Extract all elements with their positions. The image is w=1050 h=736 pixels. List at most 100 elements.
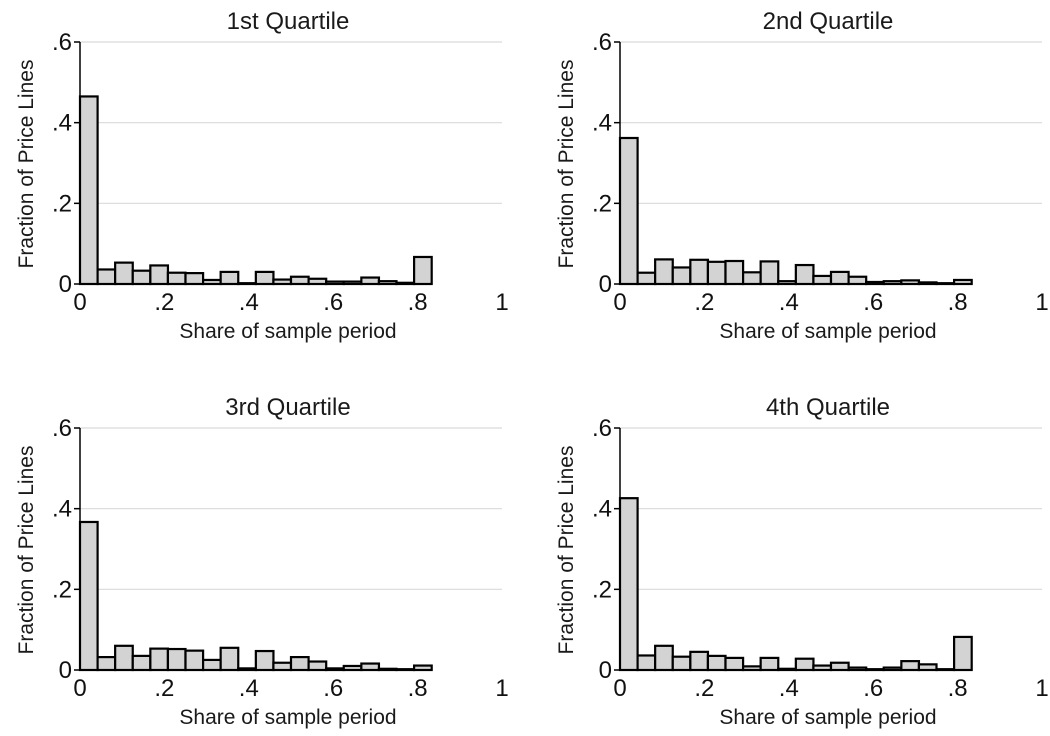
x-axis-label: Share of sample period [719,320,936,343]
histogram-bar [794,657,815,672]
y-tick-label: .2 [592,576,612,603]
x-tick-label: .8 [408,289,428,316]
histogram-bar [829,270,850,286]
x-tick-label: .2 [154,675,174,702]
histogram-bar [166,271,187,286]
histogram-bar [724,656,745,672]
histogram-bar [952,278,973,286]
x-tick-label: .2 [694,675,714,702]
y-tick-label: .2 [52,576,72,603]
y-tick-label: .6 [52,415,72,442]
x-axis-label: Share of sample period [719,706,936,729]
histogram-bar [219,646,240,672]
histogram-bar [237,282,257,286]
histogram-bar [618,497,639,672]
histogram-bar [759,260,780,286]
x-axis-label: Share of sample period [179,706,396,729]
x-tick-label: 1 [495,675,508,702]
y-tick-label: 0 [599,271,612,298]
y-tick-label: 0 [59,271,72,298]
histogram-bar [377,280,398,286]
histogram-bar [201,278,222,286]
histogram-bar [706,654,727,672]
histogram-bar [377,667,398,672]
y-tick-label: 0 [59,657,72,684]
histogram-bar [935,668,956,672]
histogram-bar [254,649,275,672]
x-tick-label: .4 [239,289,259,316]
y-tick-label: .6 [592,29,612,56]
histogram-bar [149,264,170,286]
y-tick-label: 0 [599,657,612,684]
bar-series: 0 .2 .4 .6 0 .2 .4 .6 .8 1 [52,415,509,702]
chart-title: 1st Quartile [227,8,350,35]
x-tick-label: .6 [863,675,883,702]
x-tick-label: 1 [495,289,508,316]
histogram-bar [847,666,868,672]
histogram-bar [201,658,222,672]
histogram-bar [741,271,762,286]
histogram-bar [272,278,293,286]
y-tick-label: .6 [592,415,612,442]
histogram-bar [935,282,956,286]
histogram-bar [917,281,938,286]
histogram-bar [636,654,657,672]
histogram-bar [812,664,833,672]
histogram-bar [671,655,692,672]
histogram-bar [360,662,381,672]
chart-title: 2nd Quartile [763,8,894,35]
chart-title: 4th Quartile [766,394,890,421]
histogram-bar [724,259,745,286]
panel-2nd-quartile: 2nd Quartile Fraction of Price Lines Sha… [555,8,1049,343]
histogram-bar [289,655,310,672]
histogram-bar [865,668,885,672]
y-axis-label: Fraction of Price Lines [15,60,38,269]
histogram-bar [777,667,797,672]
histogram-bar [166,647,187,672]
histogram-bar [618,136,639,286]
histogram-bar [812,274,833,286]
x-tick-label: 0 [613,289,626,316]
bar-series: 0 .2 .4 .6 0 .2 .4 .6 .8 1 [592,415,1049,702]
x-tick-label: .2 [694,289,714,316]
x-tick-label: 1 [1035,289,1048,316]
histogram-bar [289,275,310,286]
histogram-bar [395,281,416,286]
histogram-bar [689,650,710,672]
x-tick-label: .6 [323,675,343,702]
histogram-bar [149,647,170,672]
x-tick-label: .4 [239,675,259,702]
x-tick-label: .4 [779,675,799,702]
histogram-bar [689,258,710,286]
histogram-bar [131,269,152,286]
histogram-bar [254,270,275,286]
histogram-bar [360,276,381,286]
histogram-bar [777,280,797,286]
x-tick-label: 0 [613,675,626,702]
bar-series: 0 .2 .4 .6 0 .2 .4 .6 .8 1 [592,29,1049,316]
histogram-bar [184,649,205,672]
histogram-bar [131,654,152,672]
histogram-bar [395,668,416,672]
histogram-bar [114,261,134,286]
panel-3rd-quartile: 3rd Quartile Fraction of Price Lines Sha… [15,394,509,729]
histogram-bar [184,272,205,286]
histogram-bar [237,667,257,672]
panel-4th-quartile: 4th Quartile Fraction of Price Lines Sha… [555,394,1049,729]
histogram-bar [412,255,433,286]
bar-series: 0 .2 .4 .6 0 .2 .4 .6 .8 1 [52,29,509,316]
histogram-bar [78,520,99,672]
y-tick-label: .6 [52,29,72,56]
histogram-bar [917,663,938,672]
x-tick-label: 1 [1035,675,1048,702]
histogram-bar [325,667,345,672]
histogram-bar [900,279,921,286]
histogram-bar [671,266,692,286]
histogram-bar [78,95,99,286]
x-axis-label: Share of sample period [179,320,396,343]
histogram-bar [219,270,240,286]
x-tick-label: 0 [73,675,86,702]
histogram-bar [829,661,850,672]
histogram-bar [307,660,328,672]
